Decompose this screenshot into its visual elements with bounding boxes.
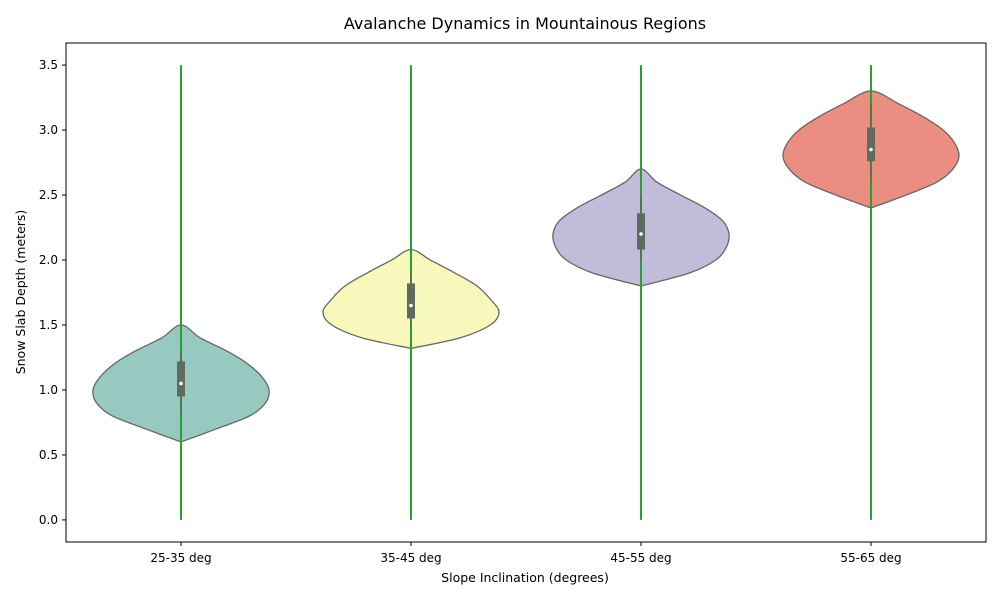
y-axis: 0.0 0.5 1.0 1.5 2.0 2.5 3.0 3.5 — [39, 58, 66, 527]
y-tick-label: 3.0 — [39, 123, 58, 137]
y-tick-label: 0.5 — [39, 448, 58, 462]
median-marker — [639, 232, 643, 236]
quartile-box — [407, 283, 415, 319]
y-tick-label: 2.5 — [39, 188, 58, 202]
quartile-box — [177, 361, 185, 397]
plot-frame — [65, 42, 987, 543]
x-tick-label: 35-45 deg — [380, 551, 441, 565]
chart-title: Avalanche Dynamics in Mountainous Region… — [344, 14, 706, 33]
median-marker — [409, 303, 413, 308]
violin-group — [552, 65, 730, 520]
quartile-box — [637, 213, 645, 250]
violin-group — [92, 65, 270, 520]
x-axis-label: Slope Inclination (degrees) — [441, 570, 609, 585]
y-tick-label: 0.0 — [39, 513, 58, 527]
x-axis: 25-35 deg 35-45 deg 45-55 deg 55-65 deg — [150, 542, 902, 565]
violin-group — [322, 65, 500, 520]
plot-area — [92, 65, 960, 520]
x-tick-label: 25-35 deg — [150, 551, 211, 565]
y-tick-label: 2.0 — [39, 253, 58, 267]
median-marker — [179, 381, 183, 386]
y-tick-label: 3.5 — [39, 58, 58, 72]
quartile-box — [867, 127, 875, 162]
x-tick-label: 45-55 deg — [610, 551, 671, 565]
y-tick-label: 1.5 — [39, 318, 58, 332]
y-tick-label: 1.0 — [39, 383, 58, 397]
median-marker — [869, 147, 873, 152]
y-axis-label: Snow Slab Depth (meters) — [13, 210, 28, 375]
x-tick-label: 55-65 deg — [840, 551, 901, 565]
violin-group — [782, 65, 960, 520]
